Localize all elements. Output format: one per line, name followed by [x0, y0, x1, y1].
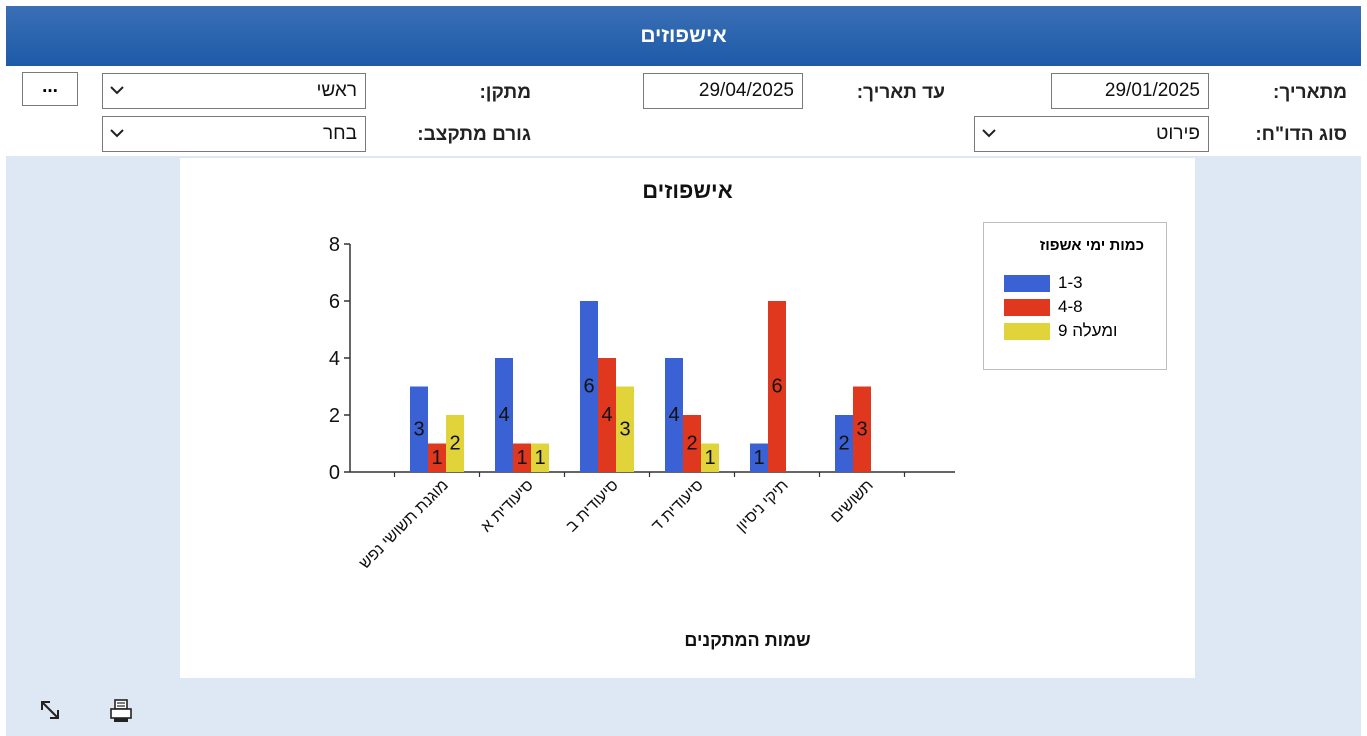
x-tick-label: סיעודית ב — [563, 477, 622, 536]
bar-value-label: 3 — [413, 418, 424, 440]
bar-value-label: 2 — [449, 433, 460, 455]
bar — [835, 415, 853, 472]
bar-value-label: 3 — [856, 418, 867, 440]
x-tick-label: תשושים — [827, 477, 876, 526]
bar — [598, 358, 616, 472]
bar — [665, 358, 683, 472]
report-type-select[interactable]: פירוט — [974, 116, 1209, 152]
legend-title: כמות ימי אשפוז — [1039, 237, 1144, 254]
report-type-value: פירוט — [1155, 123, 1200, 144]
referral-select[interactable]: בחר — [102, 116, 366, 152]
chevron-down-icon — [982, 129, 996, 138]
bar-value-label: 1 — [534, 447, 545, 469]
bar — [531, 443, 549, 472]
legend-swatch — [1004, 323, 1050, 340]
page-title: אישפוזים — [640, 24, 727, 47]
more-options-button[interactable]: ... — [22, 72, 78, 106]
bar-value-label: 3 — [619, 418, 630, 440]
chart-title: אישפוזים — [642, 178, 733, 203]
legend-label: 4-8 — [1058, 297, 1083, 316]
chevron-down-icon — [110, 129, 124, 138]
x-tick-label: מוגנת תשושי נפש — [356, 477, 452, 573]
bar-value-label: 4 — [668, 404, 679, 426]
legend-swatch — [1004, 299, 1050, 316]
filter-panel: מתאריך: 29/01/2025 עד תאריך: 29/04/2025 … — [6, 66, 1361, 156]
bar-value-label: 6 — [583, 376, 594, 398]
to-date-value: 29/04/2025 — [698, 80, 794, 101]
bar — [683, 415, 701, 472]
to-date-field[interactable]: 29/04/2025 — [643, 73, 803, 109]
from-date-field[interactable]: 29/01/2025 — [1051, 73, 1209, 109]
bar-value-label: 4 — [498, 404, 509, 426]
bar — [580, 301, 598, 472]
bar — [513, 443, 531, 472]
facility-label: מתקן: — [479, 82, 531, 103]
x-tick-label: סיעודית א — [478, 477, 537, 536]
y-tick-label: 8 — [329, 234, 340, 256]
bar — [495, 358, 513, 472]
legend-label: 1-3 — [1058, 273, 1083, 292]
bar — [750, 443, 768, 472]
page-title-bar: אישפוזים — [6, 6, 1361, 66]
bar — [701, 443, 719, 472]
facility-value: ראשי — [316, 80, 357, 101]
bar-value-label: 1 — [753, 447, 764, 469]
bar-value-label: 1 — [431, 447, 442, 469]
bar — [853, 386, 871, 472]
bar-value-label: 1 — [516, 447, 527, 469]
referral-label: גורם מתקצב: — [417, 124, 531, 145]
report-type-label: סוג הדו"ח: — [1255, 124, 1347, 145]
y-tick-label: 4 — [329, 348, 340, 370]
bar-value-label: 2 — [686, 433, 697, 455]
report-area: אישפוזים 0 2 4 6 8 3 4 6 4 1 2 1 1 4 2 6 3 2 1 3 1 מוגנת תשוש… — [6, 156, 1361, 736]
x-tick-label: תיקי ניסיון — [733, 477, 792, 536]
from-date-label: מתאריך: — [1273, 82, 1347, 103]
bar — [410, 386, 428, 472]
bar-value-label: 2 — [838, 433, 849, 455]
bar — [616, 386, 634, 472]
y-tick-label: 2 — [329, 405, 340, 427]
bar — [768, 301, 786, 472]
from-date-value: 29/01/2025 — [1104, 80, 1200, 101]
legend-label: ומעלה 9 — [1058, 321, 1118, 340]
printer-icon[interactable] — [106, 696, 136, 726]
y-tick-label: 0 — [329, 462, 340, 484]
bar-value-label: 4 — [601, 404, 612, 426]
bar — [428, 443, 446, 472]
facility-select[interactable]: ראשי — [102, 73, 366, 109]
to-date-label: עד תאריך: — [856, 82, 945, 103]
legend-swatch — [1004, 275, 1050, 292]
chart-panel: אישפוזים 0 2 4 6 8 3 4 6 4 1 2 1 1 4 2 6 3 2 1 3 1 מוגנת תשוש… — [180, 158, 1195, 678]
referral-value: בחר — [322, 123, 357, 144]
x-axis-title: שמות המתקנים — [684, 630, 811, 650]
chevron-down-icon — [110, 86, 124, 95]
y-tick-label: 6 — [329, 291, 340, 313]
expand-icon[interactable] — [36, 696, 66, 726]
bar-value-label: 6 — [771, 376, 782, 398]
bar — [446, 415, 464, 472]
bar-value-label: 1 — [704, 447, 715, 469]
chart-legend: כמות ימי אשפוז 1-3 4-8 ומעלה 9 — [983, 222, 1167, 370]
x-tick-label: סיעודית ד — [649, 477, 707, 535]
